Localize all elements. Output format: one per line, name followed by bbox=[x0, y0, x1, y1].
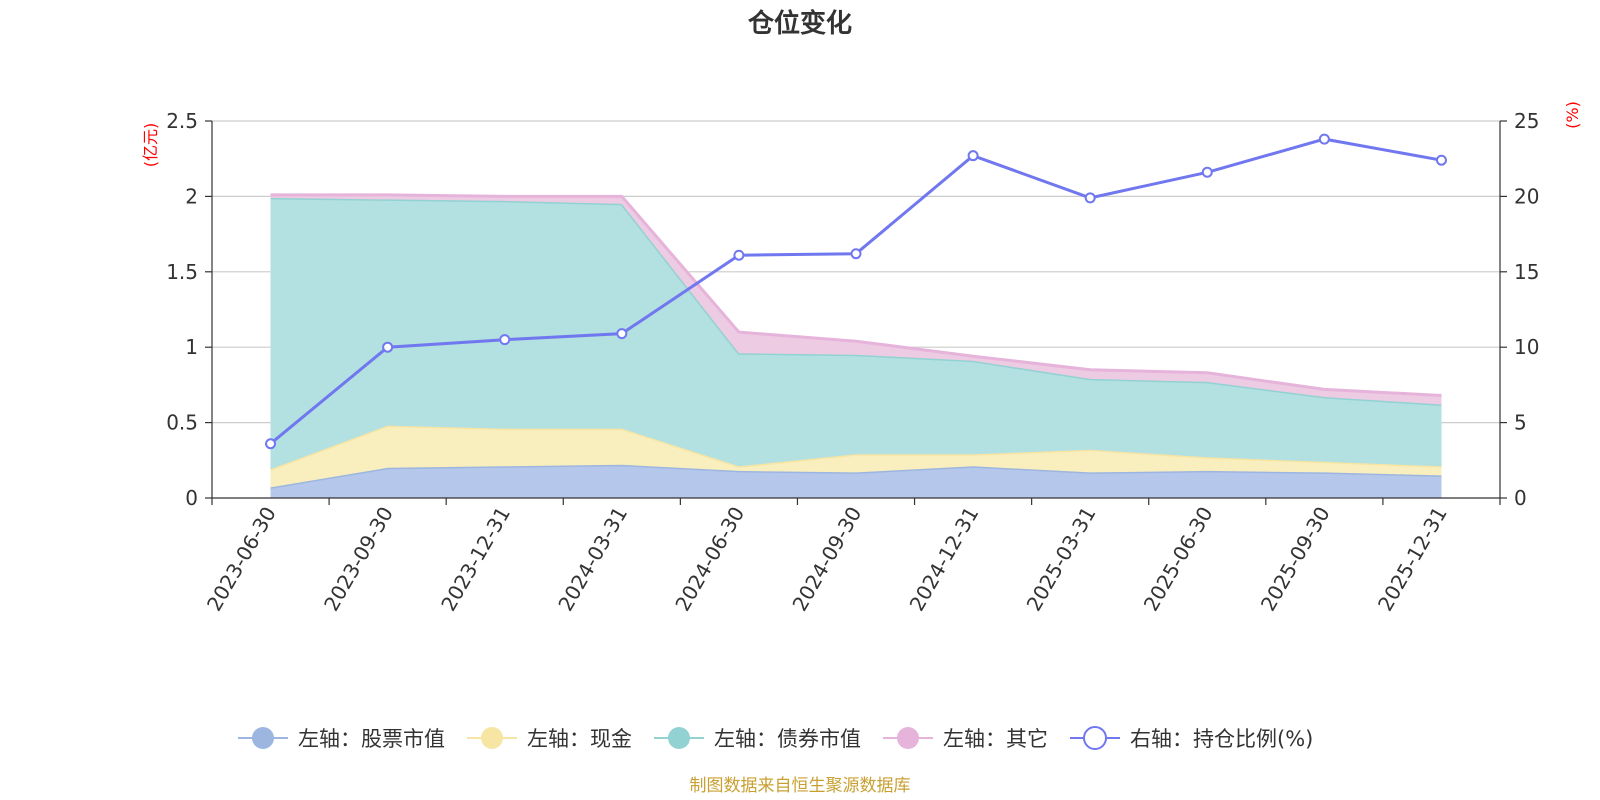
ratio-point bbox=[1084, 192, 1096, 204]
stacked-areas bbox=[269, 193, 1442, 498]
legend-marker bbox=[668, 727, 690, 749]
legend-marker bbox=[481, 727, 503, 749]
legend-item: 左轴：股票市值 bbox=[238, 727, 445, 751]
legend-marker bbox=[897, 727, 919, 749]
legend-label: 左轴：股票市值 bbox=[298, 727, 445, 751]
x-tick-label: 2023-09-30 bbox=[319, 503, 398, 616]
legend-label: 左轴：其它 bbox=[943, 727, 1048, 751]
left-tick-label: 1.5 bbox=[166, 260, 198, 284]
right-tick-label: 20 bbox=[1514, 184, 1539, 208]
legend-item: 左轴：现金 bbox=[467, 727, 632, 751]
left-tick-label: 2 bbox=[185, 184, 198, 208]
x-tick-label: 2024-12-31 bbox=[905, 502, 984, 615]
ratio-point bbox=[850, 248, 862, 260]
x-tick-label: 2023-12-31 bbox=[436, 503, 515, 616]
area-左轴：债券市值 bbox=[270, 197, 1442, 470]
legend-item: 右轴：持仓比例(%) bbox=[1070, 726, 1313, 751]
left-tick-label: 0 bbox=[185, 486, 198, 510]
right-tick-label: 5 bbox=[1514, 411, 1527, 435]
x-tick-label: 2025-06-30 bbox=[1139, 503, 1218, 616]
left-tick-label: 1 bbox=[185, 335, 198, 359]
ratio-point bbox=[382, 341, 394, 353]
legend-marker bbox=[252, 727, 274, 749]
legend-label: 左轴：债券市值 bbox=[714, 727, 861, 751]
source-note: 制图数据来自恒生聚源数据库 bbox=[690, 776, 911, 796]
position-ratio-line bbox=[265, 133, 1447, 450]
right-tick-label: 15 bbox=[1514, 260, 1539, 284]
x-tick-label: 2025-12-31 bbox=[1373, 503, 1452, 616]
area-edge-左轴：其它 bbox=[270, 193, 1442, 397]
right-tick-label: 0 bbox=[1514, 486, 1527, 510]
ratio-point bbox=[1201, 166, 1213, 178]
ratio-point bbox=[1435, 154, 1447, 166]
legend-item: 左轴：其它 bbox=[883, 727, 1048, 751]
left-tick-label: 0.5 bbox=[166, 411, 198, 435]
area-左轴：现金 bbox=[270, 425, 1442, 488]
ratio-point bbox=[499, 334, 511, 346]
left-axis-unit: (亿元) bbox=[141, 123, 160, 168]
ratio-point bbox=[265, 438, 277, 450]
legend-marker bbox=[1083, 726, 1107, 750]
x-tick-label: 2024-03-31 bbox=[553, 503, 632, 616]
legend-label: 右轴：持仓比例(%) bbox=[1130, 727, 1313, 751]
left-tick-label: 2.5 bbox=[166, 109, 198, 133]
right-axis-unit: (%) bbox=[1563, 101, 1582, 129]
right-tick-label: 10 bbox=[1514, 335, 1539, 359]
x-tick-label: 2024-06-30 bbox=[670, 503, 749, 616]
legend-item: 左轴：债券市值 bbox=[654, 727, 861, 751]
ratio-point bbox=[616, 328, 628, 340]
x-tick-label: 2024-09-30 bbox=[787, 503, 866, 616]
chart-title: 仓位变化 bbox=[747, 8, 852, 39]
legend: 左轴：股票市值 左轴：现金 左轴：债券市值 左轴：其它 右轴：持仓比例(%) bbox=[238, 726, 1313, 751]
ratio-point bbox=[1318, 133, 1330, 145]
x-tick-label: 2025-09-30 bbox=[1256, 503, 1335, 616]
x-tick-label: 2025-03-31 bbox=[1022, 503, 1101, 616]
x-tick-label: 2023-06-30 bbox=[202, 503, 281, 616]
ratio-point bbox=[967, 150, 979, 162]
ratio-point bbox=[733, 249, 745, 261]
legend-label: 左轴：现金 bbox=[527, 727, 632, 751]
right-tick-label: 25 bbox=[1514, 109, 1539, 133]
